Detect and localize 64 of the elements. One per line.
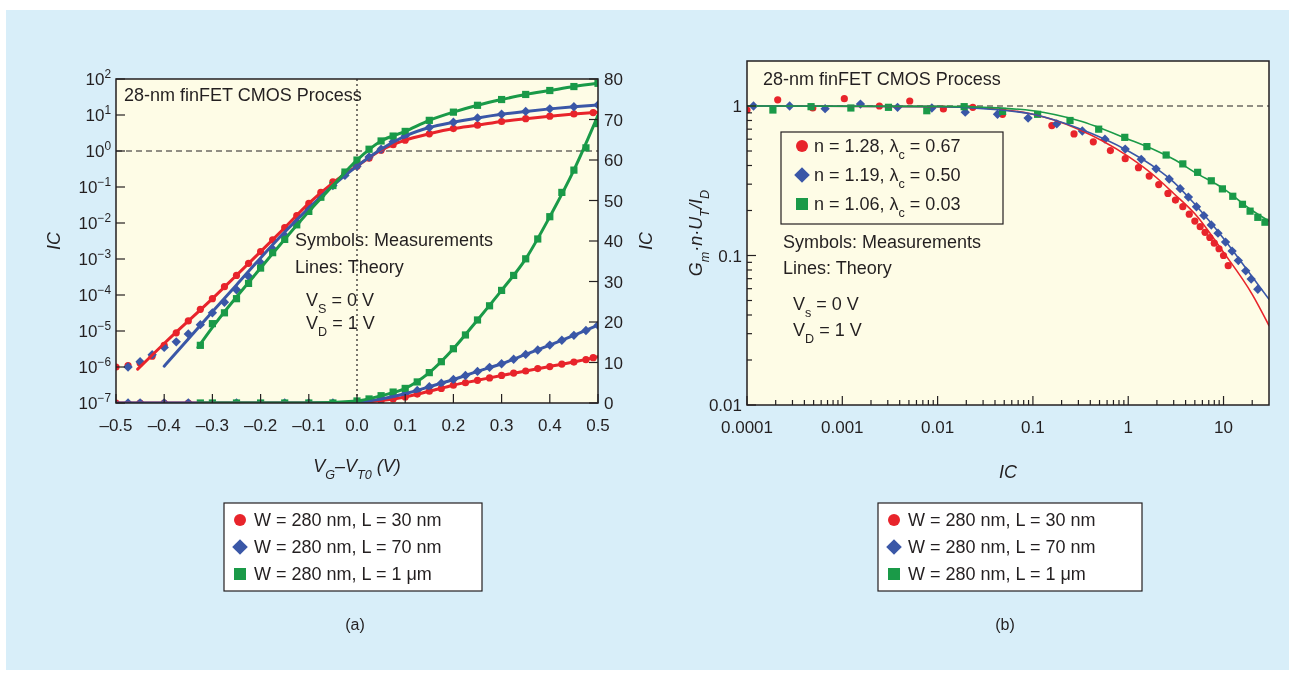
x-tick-label: 0.0001 [721,418,773,437]
y2-tick-label: 30 [604,272,623,292]
annotation: n = 1.28, λ$_{c}$ = 0.67 [814,136,961,162]
x-tick-label: 0.2 [441,416,466,435]
annotation: V$_{S}$ = 0 V [306,290,374,316]
annotation: V$_{D}$ = 1 V [306,313,375,339]
y-tick-label: 10$^{2}$ [85,67,112,89]
annotation: 28-nm finFET CMOS Process [124,85,362,105]
x-tick-label: 0.5 [586,416,610,435]
x-tick-label: 0.001 [821,418,864,437]
legend-label: W = 280 nm, L = 70 nm [254,537,442,557]
annotation: 28-nm finFET CMOS Process [763,69,1001,89]
y-tick-label: 10$^{−4}$ [78,283,112,305]
legend-label: W = 280 nm, L = 30 nm [254,510,442,530]
y2-tick-label: 0 [604,394,614,413]
y-tick-label: 10$^{−1}$ [78,175,112,197]
legend-label: W = 280 nm, L = 1 μm [908,564,1086,584]
legend-label: W = 280 nm, L = 30 nm [908,510,1096,530]
x-tick-label: –0.2 [244,416,278,435]
x-tick-label: 0.4 [537,416,562,435]
annotation: V$_{s}$ = 0 V [793,294,859,320]
x-tick-label: 1 [1123,418,1133,437]
y2-tick-label: 40 [604,232,623,251]
x-tick-label: –0.1 [292,416,326,435]
annotation: V$_{D}$ = 1 V [793,320,862,346]
y-tick-label: 10$^{−2}$ [78,211,112,233]
annotation: n = 1.06, λ$_{c}$ = 0.03 [814,194,961,220]
annotation: Lines: Theory [783,258,892,278]
x-tick-label: –0.3 [195,416,229,435]
x-axis-title: IC [999,462,1018,482]
legend-label: W = 280 nm, L = 70 nm [908,537,1096,557]
text: (a) [345,616,365,633]
annotation: n = 1.19, λ$_{c}$ = 0.50 [814,165,961,191]
y-tick-label: 10$^{−7}$ [78,391,112,413]
x-tick-label: 0.01 [921,418,955,437]
y2-tick-label: 80 [604,70,623,89]
annotation: Lines: Theory [295,257,404,277]
y-tick-label: 10$^{−6}$ [78,355,112,377]
text: (b) [995,616,1015,633]
x-axis-title: V$_{G}$–V$_{T0}$ (V) [313,456,401,482]
y-tick-label: 1 [732,97,742,116]
y2-axis-title: IC [636,231,656,250]
x-tick-label: 0.3 [489,416,514,435]
y2-tick-label: 70 [604,110,623,130]
x-tick-label: 0.1 [1021,418,1045,437]
legend-label: W = 280 nm, L = 1 μm [254,564,432,584]
x-tick-label: –0.4 [147,416,181,435]
x-tick-label: 0.1 [393,416,418,435]
y-tick-label: 10$^{0}$ [85,139,112,161]
annotation: Symbols: Measurements [295,230,494,250]
y-axis-title: IC [44,231,64,250]
y2-tick-label: 60 [604,151,623,170]
x-tick-label: –0.5 [99,416,133,435]
x-tick-label: 10 [1214,418,1233,437]
y-tick-label: 0.1 [718,246,742,266]
y-tick-label: 0.01 [708,396,742,415]
y2-tick-label: 20 [604,313,623,332]
y-tick-label: 10$^{1}$ [85,103,112,125]
y-tick-label: 10$^{−3}$ [78,247,112,269]
annotation: Symbols: Measurements [783,232,982,252]
y2-tick-label: 10 [604,353,623,373]
y-tick-label: 10$^{−5}$ [78,319,112,341]
x-tick-label: 0.0 [345,416,369,435]
y2-tick-label: 50 [604,191,623,211]
